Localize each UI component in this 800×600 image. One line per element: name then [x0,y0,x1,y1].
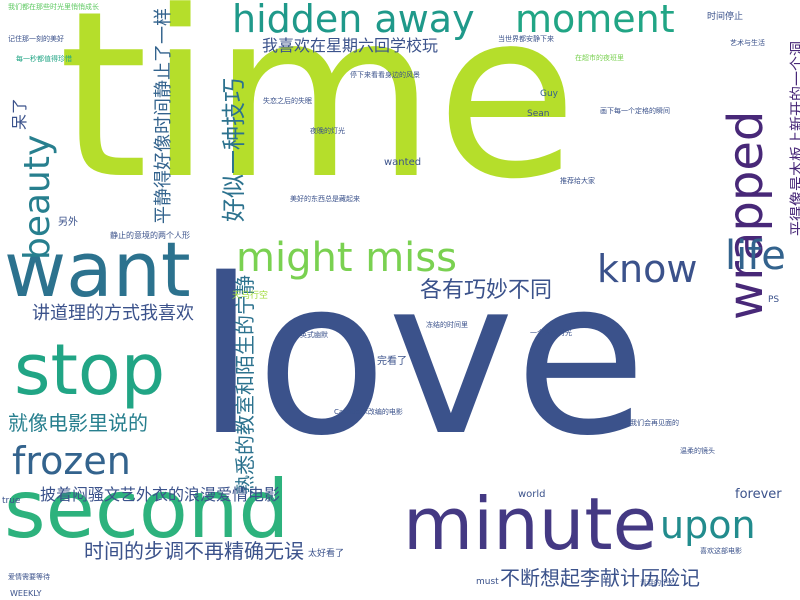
word-world: world [518,489,546,500]
note: 青春的记忆 [640,579,675,587]
note: 我们会再见面的 [630,419,679,427]
word-want: want [4,225,191,314]
word-wanted: wanted [384,157,422,168]
note: 在超市的夜班里 [575,54,624,62]
note: 温柔的镜头 [680,447,715,455]
word-another: 另外 [58,217,78,228]
word-quiet: 静止的意境的两个人形 [110,231,190,240]
note: 夜晚的灯光 [310,127,345,135]
note: 失恋之后的失眠 [263,97,312,105]
phrase-familiar-classroom: 熟悉的教室和陌生的宁静 [233,275,257,495]
word-beauty: beauty [17,134,58,260]
note: 画下每一个定格的瞬间 [600,107,670,115]
phrase-still-time: 平静得好像时间静止了一样 [153,8,174,224]
phrase-explaining-way: 讲道理的方式我喜欢 [32,303,194,324]
word-know: know [597,247,698,291]
word-forever: forever [735,487,782,502]
note: 美好的东西总是藏起来 [290,195,360,203]
word-sean: Sean [527,109,550,119]
phrase-like-movie: 就像电影里说的 [8,411,148,435]
word-moment: moment [515,0,675,41]
word-wrapped: wrapped [718,110,774,320]
word-stay: 呆了 [10,97,29,130]
phrase-adventure: 不断想起李献计历险记 [500,566,700,590]
phrase-romance: 披着闷骚文艺外衣的浪漫爱情电影 [40,485,281,504]
word-time: time [58,0,578,230]
note: 记住那一刻的美好 [8,35,64,43]
word-finished: 完看了 [377,356,407,367]
word-stop: stop [14,329,166,411]
note: 艺术与生活 [730,39,765,47]
word-upon: upon [660,503,756,547]
note: 每一秒都值得珍惜 [16,55,72,63]
word-guy: Guy [540,89,559,99]
word-must: must [476,577,499,587]
word-ps: PS [768,295,780,305]
note: 当世界都安静下来 [498,35,554,43]
word-hidden-away: hidden away [232,0,475,41]
word-minute: minute [403,482,657,566]
phrase-technique: 好似一种技巧 [220,78,248,222]
phrase-each-wonder: 各有巧妙不同 [420,278,553,303]
word-cashback: Cashback改编的电影 [334,408,403,416]
word-too-good: 太好看了 [308,549,345,559]
word-might-miss: might miss [236,235,457,281]
note: 一个人的时光 [530,329,572,337]
word-love: love [196,232,647,483]
phrase-school-weekend: 我喜欢在星期六回学校玩 [262,36,439,55]
word-sky-walk: 天马行空 [232,291,269,301]
word-true: true [2,496,21,506]
note: 喜欢这部电影 [700,547,742,555]
word-frozen: frozen [12,439,131,483]
word-second: second [4,463,290,556]
word-life: life [725,233,786,279]
phrase-flat-board: 平得像是木板上新开的一个洞 [788,40,800,236]
note: 停下来看看身边的风景 [350,71,420,79]
phrase-time-precise: 时间的步调不再精确无误 [84,539,304,563]
note: 我们都在那些时光里悄悄成长 [8,3,99,11]
note: 冻结的时间里 [426,321,468,329]
note: 推荐给大家 [560,177,595,185]
note: 英式幽默 [300,331,328,339]
word-time-stop: 时间停止 [707,12,744,22]
word-weekly: WEEKLY [10,589,42,598]
note: 爱情需要等待 [8,573,50,581]
